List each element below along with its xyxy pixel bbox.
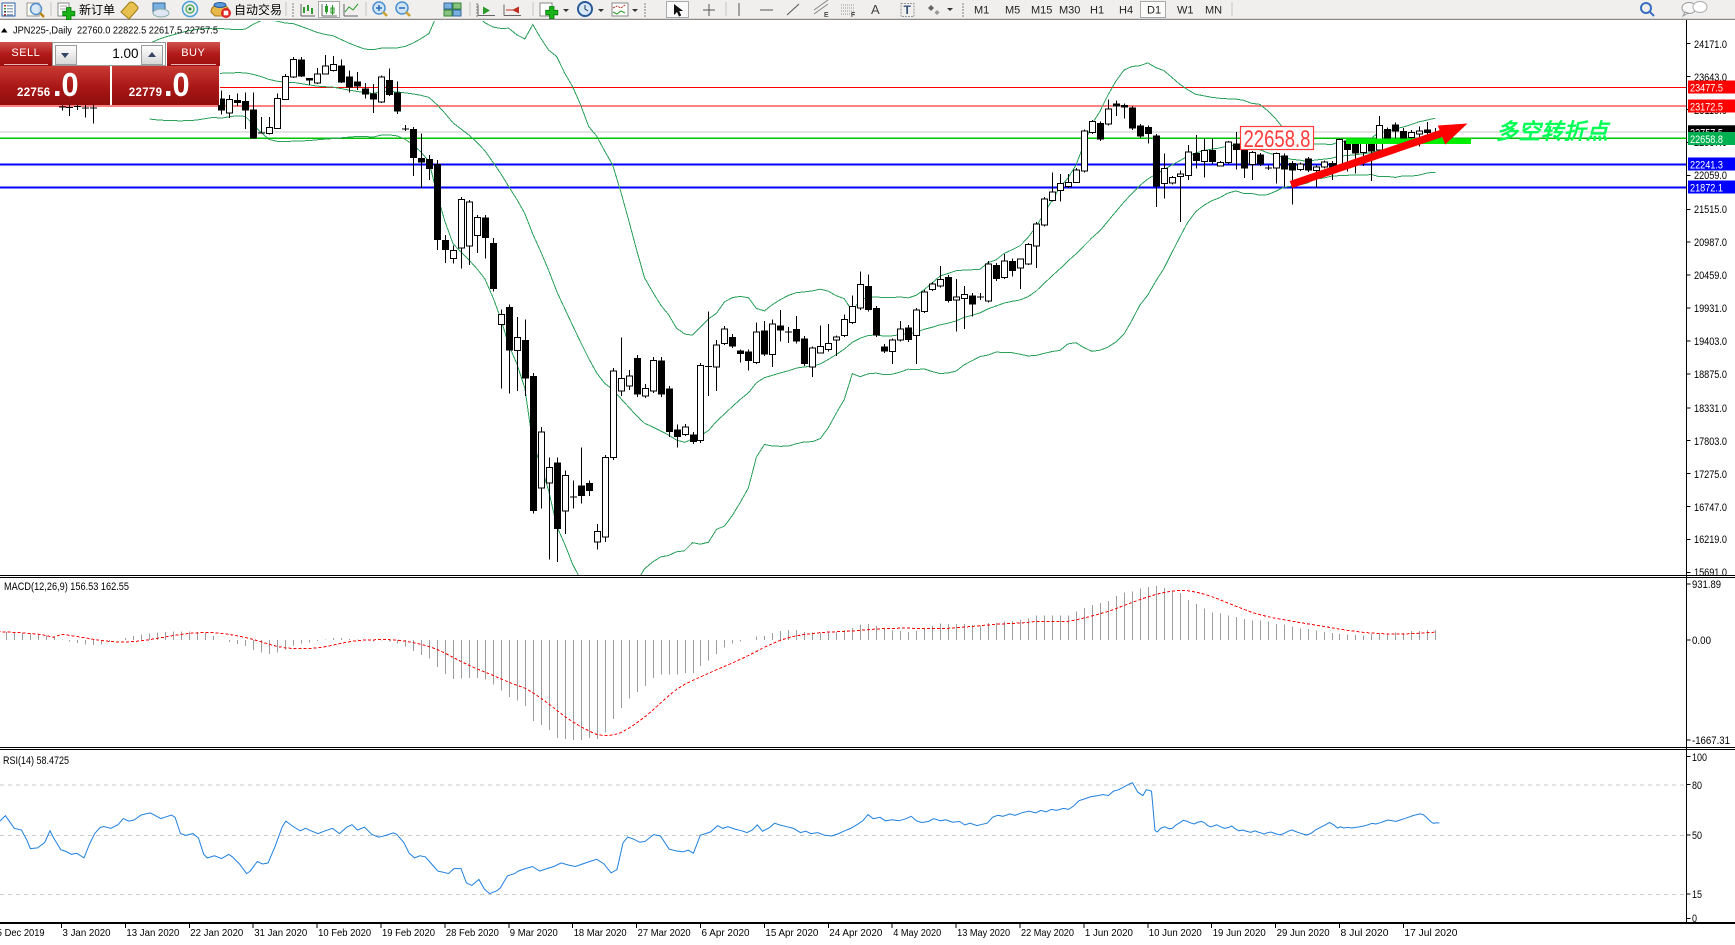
svg-text:T: T [904, 3, 912, 17]
svg-text:JPN225-,Daily 22760.0 22822.5: JPN225-,Daily 22760.0 22822.5 22617.5 22… [13, 25, 218, 37]
svg-text:31 Jan 2020: 31 Jan 2020 [254, 927, 307, 939]
svg-text:22241.3: 22241.3 [1690, 160, 1723, 172]
svg-text:22059.0: 22059.0 [1694, 170, 1727, 182]
svg-text:9 Mar 2020: 9 Mar 2020 [510, 927, 558, 939]
svg-text:931.89: 931.89 [1692, 579, 1721, 591]
svg-text:28 Feb 2020: 28 Feb 2020 [446, 927, 499, 939]
svg-text:A: A [871, 2, 880, 17]
svg-text:RSI(14) 58.4725: RSI(14) 58.4725 [3, 755, 69, 767]
svg-text:H1: H1 [1090, 5, 1104, 17]
svg-text:M15: M15 [1031, 5, 1052, 17]
svg-text:新订单: 新订单 [79, 2, 115, 17]
svg-text:3 Jan 2020: 3 Jan 2020 [63, 927, 111, 939]
svg-text:17275.0: 17275.0 [1694, 469, 1727, 481]
svg-text:19 Feb 2020: 19 Feb 2020 [382, 927, 435, 939]
svg-text:15: 15 [1692, 889, 1702, 901]
svg-text:H4: H4 [1119, 5, 1133, 17]
svg-text:18 Mar 2020: 18 Mar 2020 [574, 927, 627, 939]
svg-text:23477.5: 23477.5 [1690, 83, 1723, 95]
svg-text:F: F [851, 12, 855, 19]
svg-text:19 Jun 2020: 19 Jun 2020 [1213, 927, 1266, 939]
svg-text:21515.0: 21515.0 [1694, 204, 1727, 216]
svg-text:MACD(12,26,9) 156.53 162.55: MACD(12,26,9) 156.53 162.55 [4, 581, 129, 593]
svg-text:19403.0: 19403.0 [1694, 336, 1727, 348]
svg-text:M5: M5 [1005, 5, 1020, 17]
svg-text:15691.0: 15691.0 [1694, 567, 1727, 579]
svg-text:24171.0: 24171.0 [1694, 39, 1727, 51]
svg-text:0.00: 0.00 [1692, 635, 1711, 647]
svg-text:6 Apr 2020: 6 Apr 2020 [702, 927, 750, 939]
svg-text:21872.1: 21872.1 [1690, 183, 1723, 195]
svg-text:10 Feb 2020: 10 Feb 2020 [318, 927, 371, 939]
svg-text:22658.8: 22658.8 [1244, 126, 1311, 153]
svg-text:22 Jan 2020: 22 Jan 2020 [190, 927, 243, 939]
svg-text:17803.0: 17803.0 [1694, 436, 1727, 448]
svg-text:50: 50 [1692, 830, 1702, 842]
svg-text:80: 80 [1692, 780, 1702, 792]
svg-text:M30: M30 [1059, 5, 1080, 17]
svg-text:13 May 2020: 13 May 2020 [957, 927, 1010, 939]
svg-text:M1: M1 [974, 5, 989, 17]
svg-text:29 Jun 2020: 29 Jun 2020 [1277, 927, 1330, 939]
svg-text:10 Jun 2020: 10 Jun 2020 [1149, 927, 1202, 939]
svg-text:MN: MN [1205, 5, 1222, 17]
svg-text:D1: D1 [1147, 5, 1161, 17]
svg-text:23172.5: 23172.5 [1690, 102, 1723, 114]
svg-text:18875.0: 18875.0 [1694, 369, 1727, 381]
svg-text:4 May 2020: 4 May 2020 [893, 927, 941, 939]
svg-text:W1: W1 [1177, 5, 1194, 17]
svg-text:20459.0: 20459.0 [1694, 270, 1727, 282]
svg-text:100: 100 [1692, 752, 1707, 764]
svg-text:22 May 2020: 22 May 2020 [1021, 927, 1074, 939]
svg-text:-1667.31: -1667.31 [1692, 735, 1730, 747]
svg-text:自动交易: 自动交易 [234, 2, 282, 17]
svg-text:E: E [824, 12, 829, 19]
svg-text:20987.0: 20987.0 [1694, 237, 1727, 249]
svg-text:27 Mar 2020: 27 Mar 2020 [638, 927, 691, 939]
svg-text:0: 0 [1692, 913, 1697, 925]
svg-text:18331.0: 18331.0 [1694, 403, 1727, 415]
svg-text:24 Apr 2020: 24 Apr 2020 [829, 927, 882, 939]
svg-text:25 Dec 2019: 25 Dec 2019 [0, 927, 45, 939]
svg-text:17 Jul 2020: 17 Jul 2020 [1404, 927, 1457, 939]
svg-text:16747.0: 16747.0 [1694, 502, 1727, 514]
svg-text:8 Jul 2020: 8 Jul 2020 [1341, 927, 1389, 939]
svg-text:1 Jun 2020: 1 Jun 2020 [1085, 927, 1133, 939]
svg-text:22658.8: 22658.8 [1690, 134, 1723, 146]
svg-text:19931.0: 19931.0 [1694, 303, 1727, 315]
svg-text:16219.0: 16219.0 [1694, 534, 1727, 546]
svg-text:13 Jan 2020: 13 Jan 2020 [126, 927, 179, 939]
svg-text:多空转折点: 多空转折点 [1496, 119, 1611, 144]
svg-text:15 Apr 2020: 15 Apr 2020 [765, 927, 818, 939]
